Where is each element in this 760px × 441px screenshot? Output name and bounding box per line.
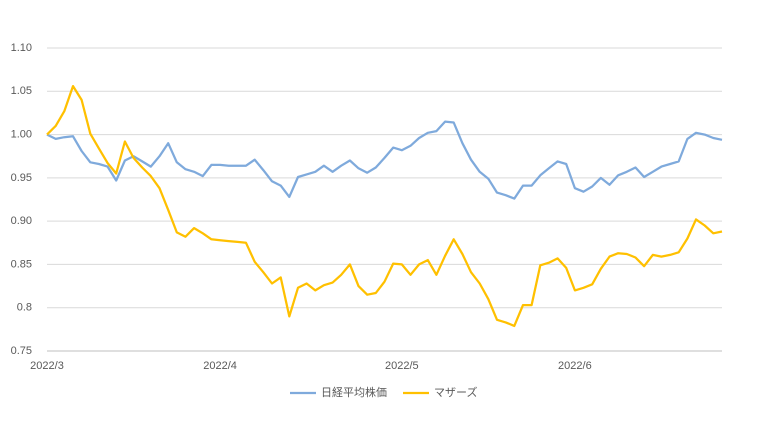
y-tick-label: 0.95: [11, 172, 32, 184]
y-tick-label: 1.10: [11, 42, 32, 54]
x-tick-label: 2022/3: [30, 360, 64, 372]
y-tick-label: 1.00: [11, 128, 32, 140]
y-tick-label: 0.85: [11, 258, 32, 270]
line-series: [46, 84, 723, 328]
legend-label: マザーズ: [434, 385, 477, 399]
x-tick-label: 2022/6: [558, 360, 592, 372]
y-tick-label: 0.90: [11, 215, 32, 227]
x-tick-label: 2022/5: [385, 360, 419, 372]
legend-label: 日経平均株価: [321, 385, 387, 399]
line-series: [46, 120, 723, 200]
y-tick-label: 0.8: [17, 302, 32, 314]
y-tick-label: 0.75: [11, 345, 32, 357]
x-tick-label: 2022/4: [203, 360, 237, 372]
y-tick-label: 1.05: [11, 85, 32, 97]
